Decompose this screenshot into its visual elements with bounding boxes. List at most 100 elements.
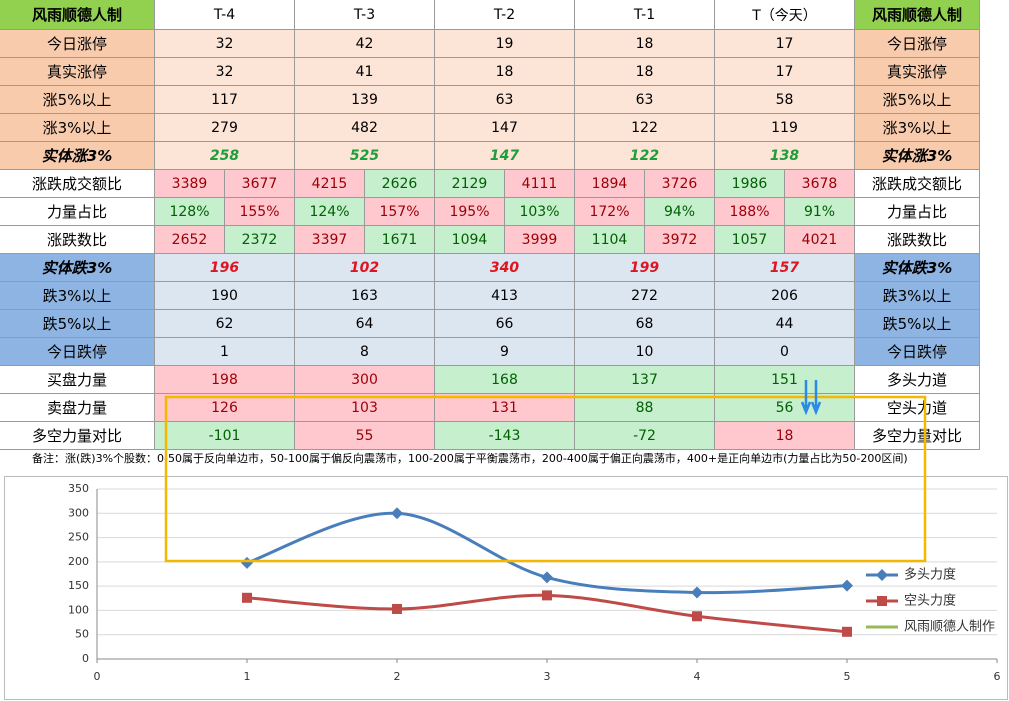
table-cell: 279 — [155, 114, 295, 142]
table-cell: 卖盘力量 — [0, 394, 155, 422]
table-cell: 122 — [575, 142, 715, 170]
table-cell: T-2 — [435, 0, 575, 30]
table-cell: -143 — [435, 422, 575, 450]
table-cell: 1104 — [575, 226, 645, 254]
legend-marker — [877, 596, 887, 606]
table-cell: 8 — [295, 338, 435, 366]
table-cell: 2372 — [225, 226, 295, 254]
table-cell: 18 — [575, 58, 715, 86]
table-cell: 94% — [645, 198, 715, 226]
legend-label: 空头力度 — [904, 593, 956, 609]
table-cell: 涨跌成交额比 — [0, 170, 155, 198]
table-cell: T（今天） — [715, 0, 855, 30]
table-cell: 实体跌3% — [855, 254, 980, 282]
x-tick-label: 3 — [544, 670, 551, 683]
arrow-icon — [810, 380, 822, 416]
table-cell: 163 — [295, 282, 435, 310]
table-cell: 138 — [715, 142, 855, 170]
table-cell: 真实涨停 — [855, 58, 980, 86]
table-cell: 1671 — [365, 226, 435, 254]
table-cell: 147 — [435, 142, 575, 170]
legend-label: 多头力度 — [904, 567, 956, 583]
table-cell: 119 — [715, 114, 855, 142]
table-cell: 32 — [155, 30, 295, 58]
table-cell: 195% — [435, 198, 505, 226]
table-cell: 18 — [715, 422, 855, 450]
table-cell: 3677 — [225, 170, 295, 198]
table-cell: 3726 — [645, 170, 715, 198]
table-cell: 风雨顺德人制 — [0, 0, 155, 30]
table-cell: 198 — [155, 366, 295, 394]
table-cell: 实体涨3% — [0, 142, 155, 170]
table-cell: 今日涨停 — [0, 30, 155, 58]
table-cell: 157 — [715, 254, 855, 282]
table-cell: 117 — [155, 86, 295, 114]
table-cell: 9 — [435, 338, 575, 366]
table-cell: 涨3%以上 — [0, 114, 155, 142]
table-cell: 18 — [575, 30, 715, 58]
table-cell: 今日跌停 — [0, 338, 155, 366]
table-cell: 62 — [155, 310, 295, 338]
y-tick-label: 100 — [68, 603, 89, 616]
series-line — [246, 593, 848, 634]
table-cell: 跌5%以上 — [855, 310, 980, 338]
table-cell: T-4 — [155, 0, 295, 30]
table-cell: 2129 — [435, 170, 505, 198]
table-cell: 168 — [435, 366, 575, 394]
table-cell: 155% — [225, 198, 295, 226]
table-cell: 196 — [155, 254, 295, 282]
table-cell: 2626 — [365, 170, 435, 198]
table-cell: 190 — [155, 282, 295, 310]
table-cell: 482 — [295, 114, 435, 142]
table-cell: 340 — [435, 254, 575, 282]
table-cell: 41 — [295, 58, 435, 86]
table-cell: 多头力道 — [855, 366, 980, 394]
table-cell: 多空力量对比 — [0, 422, 155, 450]
table-cell: 103% — [505, 198, 575, 226]
table-cell: 124% — [295, 198, 365, 226]
table-cell: 63 — [435, 86, 575, 114]
y-tick-label: 200 — [68, 555, 89, 568]
table-cell: 137 — [575, 366, 715, 394]
table-cell: 17 — [715, 30, 855, 58]
table-cell: 272 — [575, 282, 715, 310]
table-cell: 88 — [575, 394, 715, 422]
table-cell: 今日涨停 — [855, 30, 980, 58]
table-cell: 525 — [295, 142, 435, 170]
chart-frame — [4, 476, 1008, 700]
point — [242, 592, 252, 603]
table-cell: 买盘力量 — [0, 366, 155, 394]
table-cell: 91% — [785, 198, 855, 226]
point — [692, 611, 702, 622]
y-tick-label: 250 — [68, 531, 89, 544]
table-cell: 跌5%以上 — [0, 310, 155, 338]
table-cell: 3999 — [505, 226, 575, 254]
table-cell: 55 — [295, 422, 435, 450]
table-cell: 42 — [295, 30, 435, 58]
table-cell: 63 — [575, 86, 715, 114]
table-cell: 206 — [715, 282, 855, 310]
table-cell: 力量占比 — [0, 198, 155, 226]
table-cell: T-1 — [575, 0, 715, 30]
table-cell: 涨跌成交额比 — [855, 170, 980, 198]
x-tick-label: 1 — [244, 670, 251, 683]
table-cell: 56 — [715, 394, 855, 422]
point — [241, 556, 253, 569]
legend-label: 风雨顺德人制作 — [904, 620, 995, 635]
table-cell: 涨跌数比 — [855, 226, 980, 254]
table-cell: 258 — [155, 142, 295, 170]
x-tick-label: 0 — [94, 670, 101, 683]
highlight-box — [164, 395, 927, 563]
table-cell: 188% — [715, 198, 785, 226]
note: 备注：涨(跌)3%个股数：0-50属于反向单边市，50-100属于偏反向震荡市，… — [32, 452, 908, 465]
table-cell: 64 — [295, 310, 435, 338]
table-cell: -101 — [155, 422, 295, 450]
table-cell: 147 — [435, 114, 575, 142]
table-cell: 跌3%以上 — [0, 282, 155, 310]
table-cell: 今日跌停 — [855, 338, 980, 366]
y-tick-label: 350 — [68, 482, 89, 495]
table-cell: 128% — [155, 198, 225, 226]
table-cell: 66 — [435, 310, 575, 338]
